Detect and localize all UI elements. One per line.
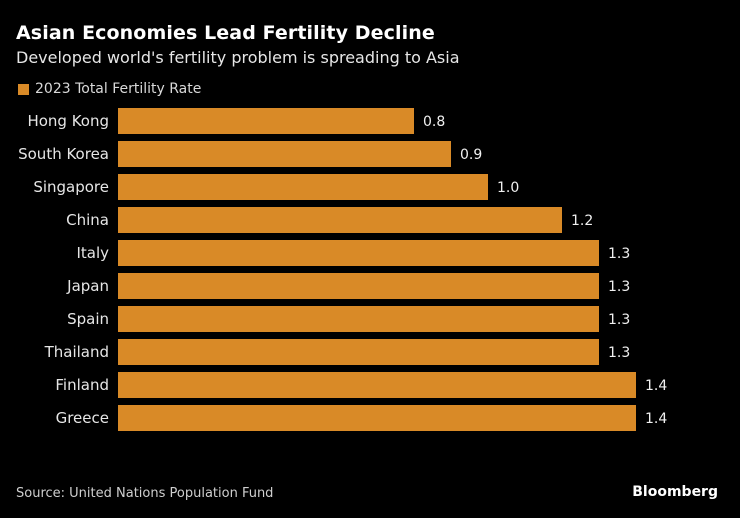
legend-swatch	[18, 83, 29, 95]
category-label: Singapore	[33, 178, 109, 196]
value-label: 0.8	[423, 114, 445, 130]
bloomberg-logo: Bloomberg	[632, 484, 718, 500]
value-label: 1.2	[571, 213, 593, 229]
bar-china	[118, 207, 562, 233]
source-note: Source: United Nations Population Fund	[16, 486, 274, 501]
chart-title: Asian Economies Lead Fertility Decline	[16, 22, 435, 44]
value-label: 1.3	[608, 345, 630, 361]
category-label: Japan	[66, 277, 109, 295]
category-label: South Korea	[18, 145, 109, 163]
chart-subtitle: Developed world's fertility problem is s…	[16, 48, 460, 67]
category-label: Greece	[56, 409, 109, 427]
bar-hong-kong	[118, 108, 414, 134]
bar-spain	[118, 306, 599, 332]
category-label: China	[66, 211, 109, 229]
value-label: 1.4	[645, 411, 667, 427]
category-label: Hong Kong	[27, 112, 109, 130]
value-label: 1.4	[645, 378, 667, 394]
value-label: 1.3	[608, 312, 630, 328]
category-label: Spain	[67, 310, 109, 328]
legend: 2023 Total Fertility Rate	[18, 81, 201, 97]
legend-label: 2023 Total Fertility Rate	[35, 81, 202, 97]
bar-greece	[118, 405, 636, 431]
category-label: Thailand	[44, 343, 109, 361]
value-label: 1.3	[608, 246, 630, 262]
bar-japan	[118, 273, 599, 299]
value-label: 1.0	[497, 180, 519, 196]
category-label: Italy	[76, 244, 109, 262]
bar-finland	[118, 372, 636, 398]
value-label: 0.9	[460, 147, 482, 163]
value-label: 1.3	[608, 279, 630, 295]
bar-thailand	[118, 339, 599, 365]
bar-singapore	[118, 174, 488, 200]
category-label: Finland	[55, 376, 109, 394]
bar-south-korea	[118, 141, 451, 167]
bar-italy	[118, 240, 599, 266]
